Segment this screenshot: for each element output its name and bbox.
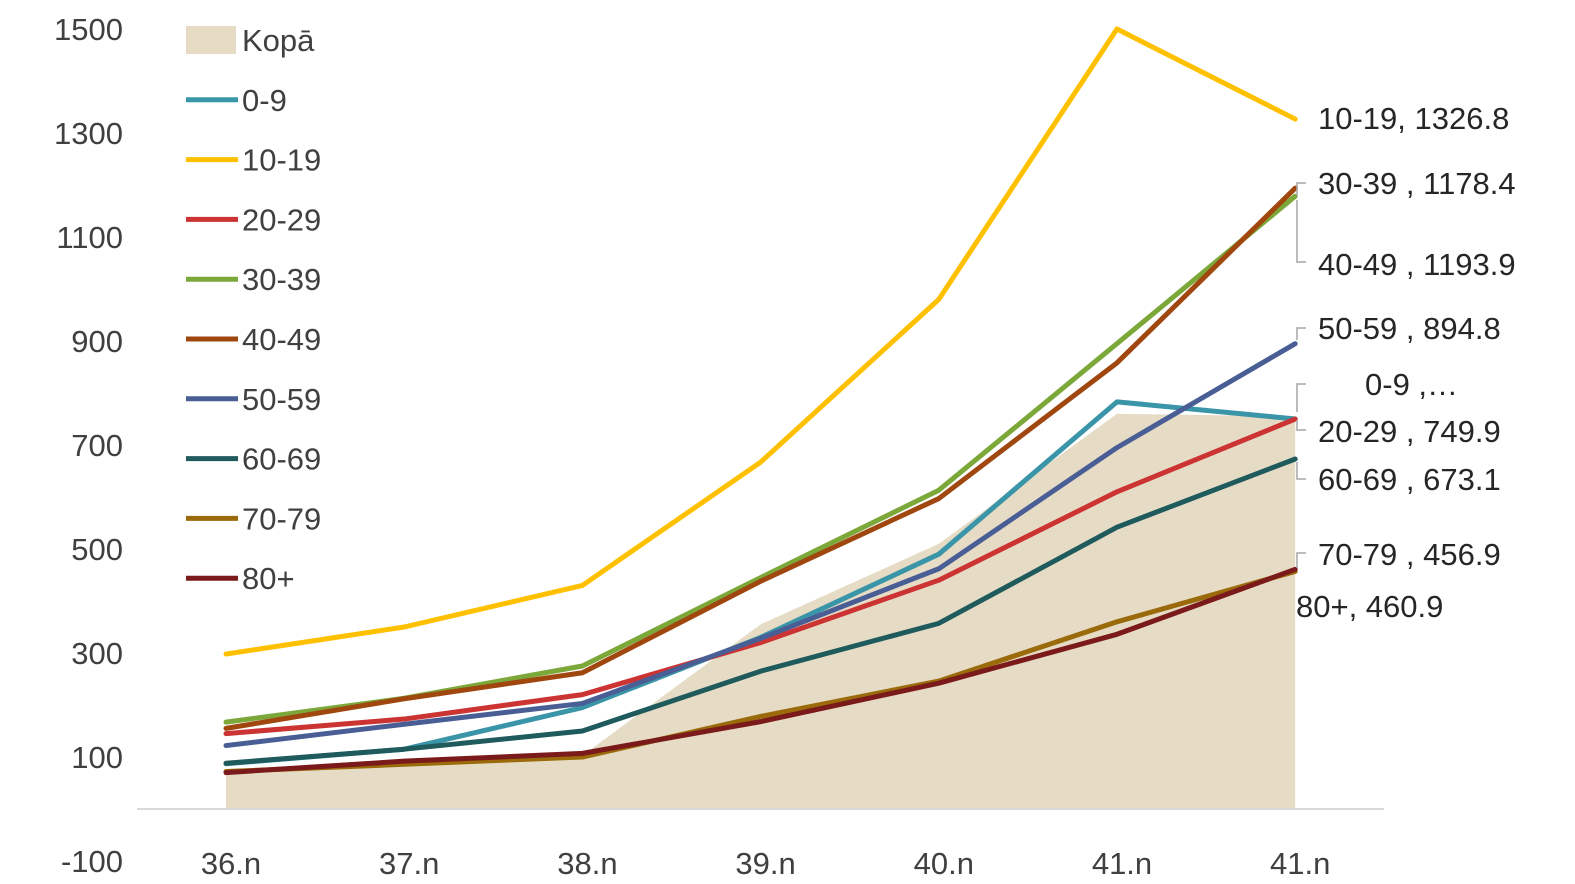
legend-label: 30-39	[242, 262, 321, 297]
data-label-text: 50-59 , 894.8	[1318, 311, 1501, 346]
line-series-70-79	[223, 568, 1298, 775]
legend-item-30-39: 30-39	[186, 262, 321, 297]
x-tick-label: 41.n	[1092, 846, 1152, 881]
legend-swatch	[186, 26, 236, 54]
x-tick-label: 41.n	[1270, 846, 1330, 881]
data-label-20-29: 20-29 , 749.9	[1296, 414, 1501, 449]
data-label-leader	[1296, 383, 1306, 412]
data-label-70-79: 70-79 , 456.9	[1296, 537, 1501, 572]
line-series-10-19	[223, 26, 1298, 657]
legend-label: 40-49	[242, 322, 321, 357]
legend-label: 60-69	[242, 442, 321, 477]
y-tick-label: 500	[71, 532, 123, 567]
line-series-80	[223, 566, 1298, 776]
data-label-text: 0-9 ,…	[1365, 367, 1458, 402]
x-tick-label: 38.n	[557, 846, 617, 881]
data-label-text: 30-39 , 1178.4	[1318, 166, 1516, 201]
line-series-20-29	[223, 416, 1298, 737]
line-series-60-69	[223, 456, 1298, 766]
legend-item-80: 80+	[186, 561, 295, 596]
legend-item-40-49: 40-49	[186, 322, 321, 357]
data-label-40-49: 40-49 , 1193.9	[1296, 200, 1516, 282]
data-label-leader	[1296, 182, 1306, 196]
legend-label: 0-9	[242, 83, 287, 118]
legend-label: 80+	[242, 561, 295, 596]
legend-label: 70-79	[242, 501, 321, 536]
data-label-30-39: 30-39 , 1178.4	[1296, 166, 1516, 201]
data-label-text: 10-19, 1326.8	[1318, 101, 1509, 136]
legend-item-10-19: 10-19	[186, 143, 321, 178]
line-series-50-59	[223, 341, 1298, 749]
legend-label: 10-19	[242, 143, 321, 178]
data-label-text: 40-49 , 1193.9	[1318, 247, 1516, 282]
data-label-leader	[1296, 200, 1306, 263]
data-label-50-59: 50-59 , 894.8	[1296, 311, 1501, 346]
y-tick-label: 1500	[54, 12, 123, 47]
legend-item-0-9: 0-9	[186, 83, 287, 118]
data-label-leader	[1296, 462, 1306, 480]
data-label-text: 80+, 460.9	[1296, 589, 1443, 624]
data-label-leader	[1296, 420, 1306, 431]
data-label-0-9: 0-9 ,…	[1296, 367, 1458, 412]
data-label-60-69: 60-69 , 673.1	[1296, 462, 1501, 497]
x-tick-label: 37.n	[379, 846, 439, 881]
y-tick-label: 1100	[56, 220, 123, 255]
data-label-text: 60-69 , 673.1	[1318, 462, 1501, 497]
legend-item-60-69: 60-69	[186, 442, 321, 477]
legend-label: 50-59	[242, 382, 321, 417]
legend-item-70-79: 70-79	[186, 501, 321, 536]
data-label-leader	[1296, 552, 1306, 568]
data-label-10-19: 10-19, 1326.8	[1318, 101, 1509, 136]
area-series-kop	[226, 413, 1296, 809]
legend-item-50-59: 50-59	[186, 382, 321, 417]
line-series-40-49	[223, 185, 1298, 731]
legend-item-20-29: 20-29	[186, 202, 321, 237]
data-label-80: 80+, 460.9	[1296, 589, 1443, 624]
legend-label: 20-29	[242, 202, 321, 237]
data-label-text: 20-29 , 749.9	[1318, 414, 1501, 449]
legend-item-kop: Kopā	[186, 23, 315, 58]
y-tick-label: 100	[71, 740, 123, 775]
y-tick-label: 300	[71, 636, 123, 671]
x-tick-label: 40.n	[914, 846, 974, 881]
y-tick-label: -100	[61, 844, 123, 879]
y-tick-label: 900	[71, 324, 123, 359]
legend-label: Kopā	[242, 23, 315, 58]
y-tick-label: 1300	[54, 116, 123, 151]
data-label-text: 70-79 , 456.9	[1318, 537, 1501, 572]
x-tick-label: 36.n	[201, 846, 261, 881]
data-label-leader	[1296, 327, 1306, 340]
x-tick-label: 39.n	[735, 846, 795, 881]
y-tick-label: 700	[71, 428, 123, 463]
